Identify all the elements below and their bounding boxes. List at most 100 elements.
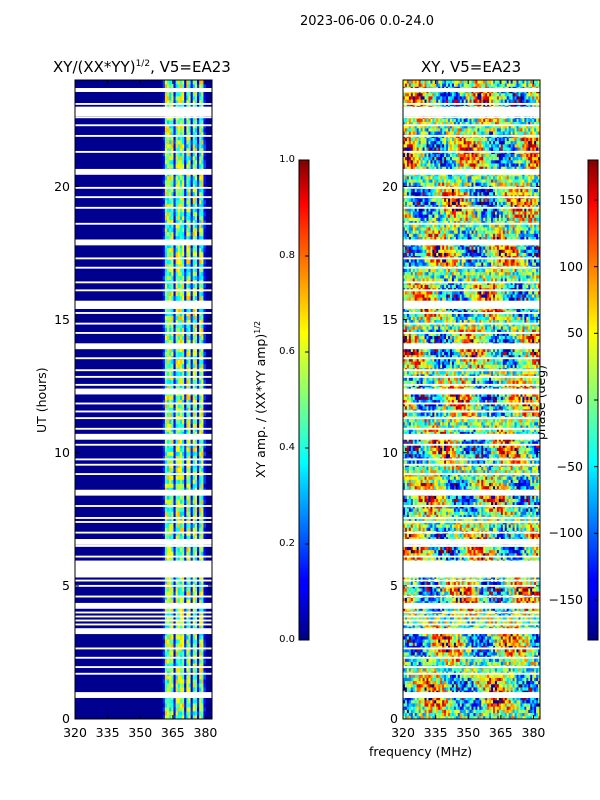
- amp-cell: [169, 447, 172, 452]
- phase-cell: [479, 651, 482, 656]
- amp-cell: [192, 495, 196, 500]
- amp-cell: [173, 235, 177, 241]
- amp-cell: [188, 219, 191, 225]
- amp-cell: [167, 639, 170, 644]
- phase-cell: [410, 703, 414, 707]
- flagged-row: [75, 463, 212, 466]
- phase-cell: [438, 680, 441, 685]
- phase-cell: [532, 699, 535, 704]
- phase-cell: [502, 712, 506, 717]
- amp-cell: [192, 483, 196, 488]
- phase-cell: [426, 715, 429, 719]
- amp-cell: [188, 203, 191, 209]
- phase-cell: [420, 674, 423, 678]
- amp-cell: [188, 359, 191, 364]
- amp-cell: [190, 95, 194, 101]
- amp-cell: [171, 351, 174, 356]
- phase-cell: [467, 658, 470, 662]
- phase-cell: [502, 696, 506, 701]
- flagged-row: [75, 595, 212, 598]
- phase-cell: [520, 712, 523, 717]
- amp-cell: [179, 291, 183, 297]
- phase-cell: [514, 703, 517, 707]
- phase-cell: [442, 642, 445, 646]
- amp-cell: [175, 323, 179, 329]
- amp-cell: [164, 511, 168, 516]
- amp-cell: [188, 459, 191, 464]
- amp-cell: [194, 711, 198, 716]
- phase-cell: [453, 709, 457, 713]
- amp-cell: [197, 119, 200, 125]
- amp-cell: [201, 147, 204, 153]
- amp-cell: [182, 159, 185, 165]
- phase-cell: [491, 661, 494, 666]
- phase-cell: [524, 709, 527, 713]
- amp-cell: [175, 203, 179, 209]
- phase-cell: [485, 687, 488, 691]
- amp-cell: [201, 523, 204, 528]
- amp-cell: [162, 83, 166, 89]
- amp-cell: [162, 247, 166, 253]
- amp-cell: [186, 651, 189, 656]
- phase-cell: [418, 690, 422, 694]
- amp-cell: [177, 663, 181, 668]
- amp-cell: [162, 323, 166, 329]
- amp-cell: [179, 547, 183, 552]
- phase-cell: [526, 706, 529, 710]
- phase-cell: [459, 709, 463, 713]
- phase-cell: [461, 674, 465, 678]
- amp-cell: [199, 323, 202, 329]
- phase-cell: [403, 712, 406, 717]
- phase-cell: [538, 661, 540, 666]
- phase-cell: [438, 645, 441, 650]
- phase-cell: [502, 706, 506, 710]
- phase-cell: [487, 648, 490, 653]
- amp-cell: [194, 99, 198, 105]
- amp-cell: [188, 351, 191, 356]
- amp-cell: [197, 275, 200, 281]
- phase-cell: [457, 674, 461, 678]
- phase-cell: [477, 706, 480, 710]
- amp-cell: [192, 547, 196, 552]
- flagged-row: [75, 628, 212, 635]
- phase-cell: [426, 709, 429, 713]
- amp-cell: [162, 411, 166, 416]
- phase-cell: [451, 680, 455, 685]
- phase-cell: [444, 706, 447, 710]
- phase-cell: [446, 709, 449, 713]
- amp-cell: [173, 607, 177, 612]
- phase-cell: [416, 645, 420, 650]
- amp-cell: [179, 479, 183, 484]
- amp-cell: [188, 275, 191, 281]
- amp-cell: [199, 335, 202, 340]
- phase-cell: [442, 712, 445, 717]
- amp-cell: [167, 315, 170, 321]
- phase-cell: [463, 658, 467, 662]
- phase-cell: [408, 683, 412, 688]
- amp-cell: [177, 487, 181, 492]
- amp-cell: [203, 231, 206, 237]
- amp-cell: [177, 175, 181, 181]
- phase-cell: [403, 696, 406, 701]
- amp-cell: [173, 339, 177, 344]
- phase-cell: [416, 690, 420, 694]
- amp-cell: [167, 507, 170, 512]
- amp-cell: [175, 247, 179, 253]
- amp-cell: [164, 327, 168, 332]
- amp-cell: [197, 511, 200, 516]
- amp-cell: [199, 283, 202, 289]
- phase-cell: [469, 715, 472, 719]
- amp-cell: [164, 431, 168, 436]
- phase-cell: [510, 715, 513, 719]
- amp-cell: [188, 175, 191, 181]
- phase-cell: [463, 645, 467, 650]
- phase-cell: [510, 687, 513, 691]
- amp-cell: [167, 203, 170, 209]
- phase-cell: [451, 651, 455, 656]
- amp-cell: [199, 271, 202, 277]
- phase-cell: [475, 690, 478, 694]
- amp-cell: [177, 679, 181, 684]
- phase-cell: [477, 680, 480, 685]
- phase-cell: [403, 690, 406, 694]
- phase-cell: [502, 683, 506, 688]
